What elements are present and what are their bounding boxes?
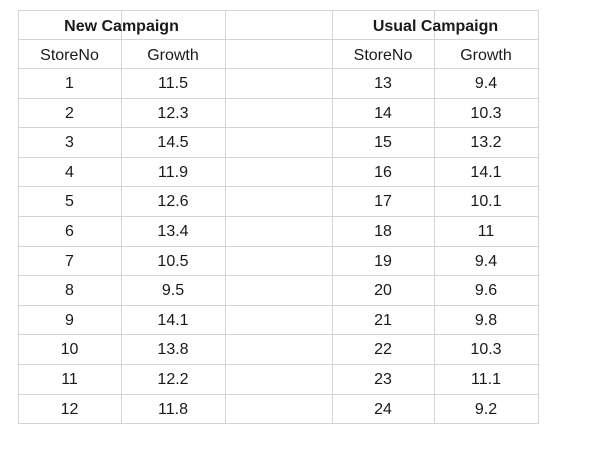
gridline-horizontal [18,394,539,395]
gridline-horizontal [18,98,539,99]
new-campaign-growth-cell: 12.2 [157,371,189,388]
new-campaign-growth-cell: 11.8 [158,401,188,418]
spreadsheet: New Campaign Usual Campaign StoreNo Grow… [18,10,543,425]
gridline-horizontal [18,275,539,276]
usual-campaign-storeno-cell: 15 [374,134,392,151]
new-campaign-growth-cell: 11.9 [158,164,188,181]
gridline-horizontal [18,68,539,69]
new-campaign-growth-cell: 12.3 [157,105,189,122]
new-campaign-storeno-cell: 12 [60,401,79,418]
gridline-horizontal [18,10,539,11]
usual-campaign-storeno-cell: 21 [374,312,392,329]
gridline-horizontal [18,216,539,217]
new-campaign-storeno-cell: 1 [65,75,74,92]
new-campaign-title: New Campaign [64,18,179,35]
new-campaign-growth-cell: 10.5 [157,253,189,270]
usual-campaign-growth-cell: 9.8 [474,312,498,329]
new-campaign-growth-cell: 12.6 [157,193,189,210]
usual-campaign-growth-cell: 11.1 [471,371,501,388]
usual-campaign-growth-cell: 9.6 [474,282,498,299]
gridline-horizontal [18,364,539,365]
new-campaign-storeno-cell: 11 [61,371,78,388]
new-campaign-growth-cell: 13.8 [157,341,189,358]
usual-campaign-growth-cell: 9.2 [474,401,498,418]
new-campaign-storeno-cell: 6 [65,223,74,240]
usual-campaign-storeno-cell: 13 [374,75,392,92]
new-campaign-growth-cell: 14.1 [157,312,189,329]
usual-campaign-storeno-cell: 23 [374,371,392,388]
usual-campaign-storeno-cell: 16 [374,164,392,181]
usual-campaign-growth-cell: 13.2 [470,134,502,151]
usual-campaign-growth-cell: 9.4 [474,253,498,270]
new-campaign-growth-cell: 11.5 [158,75,188,92]
gridline-horizontal [18,157,539,158]
new-campaign-storeno-cell: 5 [65,193,74,210]
usual-campaign-storeno-cell: 22 [374,341,392,358]
usual-campaign-storeno-cell: 19 [374,253,392,270]
usual-campaign-storeno-cell: 24 [374,401,392,418]
gridline-horizontal [18,423,539,424]
usual-campaign-growth-cell: 11 [477,223,495,240]
gridline-horizontal [18,127,539,128]
usual-campaign-storeno-header: StoreNo [353,47,413,64]
new-campaign-growth-header: Growth [147,47,199,64]
new-campaign-storeno-cell: 3 [65,134,74,151]
usual-campaign-growth-cell: 10.3 [470,105,502,122]
new-campaign-storeno-cell: 4 [65,164,74,181]
gridline-horizontal [18,305,539,306]
usual-campaign-growth-cell: 10.3 [470,341,502,358]
new-campaign-storeno-cell: 9 [65,312,74,329]
gridline-horizontal [18,246,539,247]
gridline-horizontal [18,186,539,187]
new-campaign-growth-cell: 14.5 [157,134,189,151]
usual-campaign-storeno-cell: 17 [374,193,392,210]
usual-campaign-storeno-cell: 20 [374,282,392,299]
usual-campaign-growth-cell: 9.4 [474,75,498,92]
new-campaign-storeno-cell: 7 [65,253,74,270]
usual-campaign-storeno-cell: 18 [374,223,392,240]
usual-campaign-title: Usual Campaign [372,18,499,35]
new-campaign-growth-cell: 9.5 [161,282,185,299]
usual-campaign-growth-cell: 14.1 [470,164,502,181]
usual-campaign-growth-header: Growth [460,47,512,64]
usual-campaign-storeno-cell: 14 [374,105,392,122]
new-campaign-storeno-cell: 2 [65,105,74,122]
new-campaign-storeno-header: StoreNo [40,47,99,64]
new-campaign-growth-cell: 13.4 [157,223,189,240]
gridline-horizontal [18,334,539,335]
new-campaign-storeno-cell: 8 [65,282,74,299]
gridline-horizontal [18,39,539,40]
new-campaign-storeno-cell: 10 [60,341,79,358]
usual-campaign-growth-cell: 10.1 [470,193,502,210]
